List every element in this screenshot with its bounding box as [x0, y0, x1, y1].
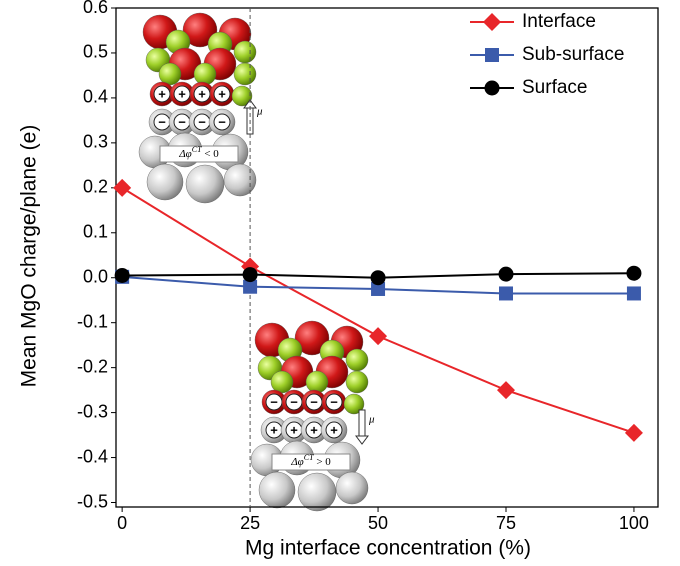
- atom: [270, 370, 294, 394]
- y-tick-label: -0.5: [77, 491, 108, 511]
- atom: [258, 471, 296, 509]
- legend-label: Surface: [522, 77, 587, 98]
- charge-sign: −: [290, 394, 298, 409]
- charge-sign: −: [270, 394, 278, 409]
- data-point: [242, 267, 258, 283]
- charge-ring: [325, 421, 343, 439]
- charge-ring: [325, 393, 343, 411]
- atom: [297, 472, 337, 512]
- y-tick-label: 0.6: [83, 0, 108, 17]
- data-point: [626, 286, 641, 301]
- y-tick-label: 0.4: [83, 87, 108, 107]
- data-point: [369, 327, 388, 346]
- atom: [233, 40, 257, 64]
- charge-sign: −: [178, 114, 186, 129]
- data-point: [496, 381, 515, 400]
- charge-sign: +: [218, 86, 226, 101]
- symbol: Δφ: [290, 456, 304, 468]
- charge-ring: [213, 113, 231, 131]
- inset-label: ΔφCT > 0: [290, 453, 331, 468]
- y-tick-label: 0.0: [83, 266, 108, 286]
- charge-sign: +: [330, 422, 338, 437]
- atom: [343, 393, 365, 415]
- x-axis-label: Mg interface concentration (%): [245, 537, 531, 560]
- atom: [233, 62, 257, 86]
- legend-label: Sub-surface: [522, 44, 624, 65]
- y-tick-label: -0.3: [77, 401, 108, 421]
- superscript: CT: [304, 453, 314, 462]
- atom: [146, 163, 184, 201]
- data-point: [498, 286, 513, 301]
- series-line: [121, 186, 635, 434]
- atom: [335, 471, 369, 505]
- y-tick-label: 0.3: [83, 132, 108, 152]
- superscript: CT: [192, 145, 202, 154]
- dipole-arrow: [358, 409, 366, 437]
- atom: [182, 12, 218, 48]
- atom: [223, 163, 257, 197]
- plot-frame: [115, 7, 659, 508]
- charge-ring: [213, 85, 231, 103]
- charge-sign: −: [330, 394, 338, 409]
- charge-sign: −: [218, 114, 226, 129]
- charge-sign: +: [198, 86, 206, 101]
- x-tick-label: 0: [117, 513, 127, 533]
- atom: [231, 85, 253, 107]
- label-box: [159, 145, 239, 163]
- x-tick-label: 25: [240, 513, 260, 533]
- data-point: [114, 267, 130, 283]
- atom: [345, 370, 369, 394]
- legend-marker: [483, 13, 501, 31]
- charge-sign: −: [310, 394, 318, 409]
- atom: [345, 348, 369, 372]
- y-tick-label: 0.2: [83, 177, 108, 197]
- x-tick-label: 50: [368, 513, 388, 533]
- dipole-arrowhead: [355, 435, 369, 445]
- charge-sign: +: [270, 422, 278, 437]
- charge-sign: +: [310, 422, 318, 437]
- y-axis-label: Mean MgO charge/plane (e): [18, 125, 41, 388]
- legend-marker: [484, 80, 500, 96]
- relation: > 0: [314, 456, 332, 468]
- atom: [158, 62, 182, 86]
- x-tick-label: 100: [619, 513, 649, 533]
- charge-sign: +: [158, 86, 166, 101]
- atom: [185, 164, 225, 204]
- dipole-label: μ: [368, 414, 375, 426]
- relation: < 0: [202, 148, 220, 160]
- data-point: [371, 281, 386, 296]
- y-tick-label: -0.1: [77, 311, 108, 331]
- charge-sign: −: [158, 114, 166, 129]
- y-tick-label: -0.2: [77, 356, 108, 376]
- atom: [193, 62, 217, 86]
- charge-sign: +: [178, 86, 186, 101]
- atom: [294, 320, 330, 356]
- y-tick-label: 0.1: [83, 222, 108, 242]
- legend-marker: [485, 48, 499, 62]
- atom: [305, 370, 329, 394]
- charge-sign: +: [290, 422, 298, 437]
- data-point: [370, 270, 386, 286]
- data-point: [243, 279, 258, 294]
- dipole-label: μ: [256, 106, 263, 118]
- label-box: [271, 453, 351, 471]
- charge-sign: −: [198, 114, 206, 129]
- data-point: [113, 178, 132, 197]
- x-tick-label: 75: [496, 513, 516, 533]
- data-point: [498, 266, 514, 282]
- data-point: [624, 423, 643, 442]
- data-point: [626, 265, 642, 281]
- y-tick-label: 0.5: [83, 42, 108, 62]
- y-tick-label: -0.4: [77, 446, 108, 466]
- inset-label: ΔφCT < 0: [178, 145, 219, 160]
- legend-label: Interface: [522, 11, 596, 32]
- symbol: Δφ: [178, 148, 192, 160]
